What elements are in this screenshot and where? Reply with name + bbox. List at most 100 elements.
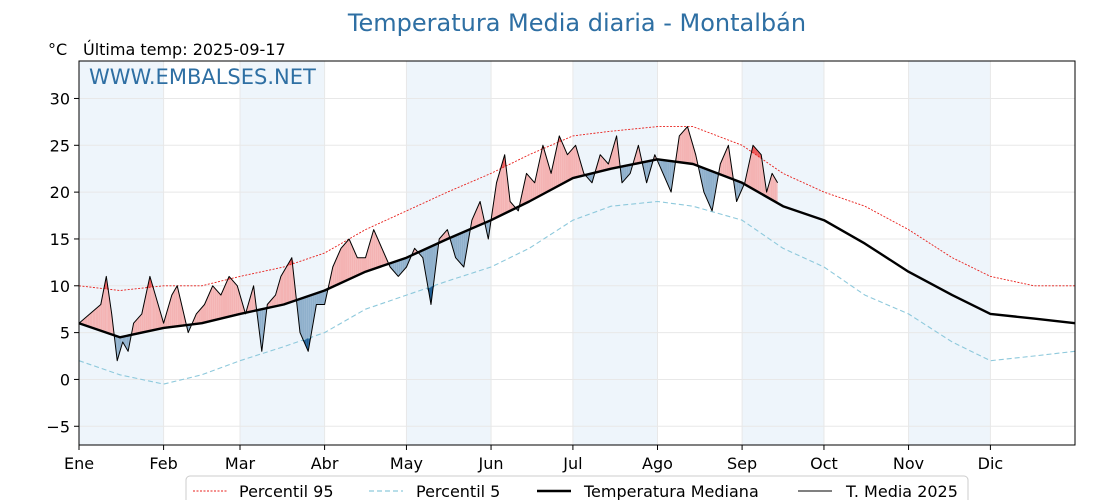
above-median-fill [279, 276, 281, 306]
above-median-fill [224, 281, 228, 318]
y-tick-label: 30 [50, 89, 70, 108]
below-median-fill [117, 336, 119, 361]
x-tick-label: Mar [225, 454, 256, 473]
above-median-fill [604, 159, 607, 171]
above-median-fill [504, 154, 507, 214]
above-median-fill [774, 178, 777, 203]
below-median-fill [402, 258, 405, 272]
above-median-fill [336, 253, 339, 285]
above-median-fill [95, 306, 99, 330]
above-median-fill [330, 267, 333, 288]
above-median-fill [218, 292, 221, 320]
above-median-fill [343, 243, 346, 283]
above-median-fill [171, 292, 174, 327]
above-median-fill [542, 145, 545, 195]
below-median-fill [406, 256, 409, 268]
above-median-fill [174, 288, 176, 327]
below-median-fill [312, 293, 315, 328]
below-median-fill [125, 335, 127, 349]
above-median-fill [92, 309, 96, 329]
above-median-fill [373, 229, 376, 269]
below-median-fill [322, 290, 325, 305]
legend-label-p95: Percentil 95 [239, 482, 334, 500]
above-median-fill [220, 290, 223, 319]
above-median-fill [147, 276, 150, 332]
below-median-fill [455, 234, 458, 261]
above-median-fill [349, 238, 352, 280]
month-band [239, 61, 325, 445]
above-median-fill [210, 285, 213, 322]
x-tick-label: Feb [149, 454, 177, 473]
above-median-fill [776, 180, 778, 204]
above-median-fill [231, 278, 234, 317]
above-median-fill [544, 152, 547, 194]
above-median-fill [502, 154, 505, 215]
below-median-fill [660, 159, 663, 174]
above-median-fill [280, 271, 284, 306]
below-median-fill [459, 232, 462, 265]
above-median-fill [100, 297, 103, 332]
below-median-fill [665, 160, 668, 183]
above-median-fill [636, 145, 639, 164]
last-temp-label: Última temp: 2025-09-17 [83, 40, 286, 59]
above-median-fill [496, 175, 499, 218]
above-median-fill [87, 313, 90, 327]
extreme-warm-fill [759, 152, 762, 159]
below-median-fill [736, 180, 739, 202]
above-median-fill [755, 147, 758, 192]
above-median-fill [98, 304, 101, 331]
x-tick-label: Jun [478, 454, 504, 473]
above-median-fill [471, 215, 474, 229]
above-median-fill [152, 285, 155, 331]
above-median-fill [347, 238, 350, 281]
above-median-fill [602, 157, 605, 171]
month-band [572, 61, 658, 445]
above-median-fill [561, 140, 564, 185]
y-axis: −5 0 5 10 15 20 25 30 [46, 89, 79, 436]
above-median-fill [579, 159, 582, 177]
below-median-fill [263, 308, 265, 340]
above-median-fill [338, 248, 341, 284]
above-median-fill [753, 145, 756, 191]
below-median-fill [300, 298, 303, 338]
above-median-fill [194, 313, 197, 325]
above-median-fill [559, 135, 562, 186]
above-median-fill [770, 173, 773, 200]
series-line-p5 [78, 200, 1076, 385]
above-median-fill [567, 152, 570, 181]
above-median-fill [726, 145, 729, 178]
above-median-fill [557, 135, 560, 187]
below-median-fill [644, 161, 647, 183]
above-median-fill [196, 311, 199, 324]
above-median-fill [480, 201, 483, 225]
above-median-fill [538, 154, 541, 197]
above-median-fill [759, 152, 762, 194]
above-median-fill [522, 182, 525, 205]
x-tick-label: Dic [978, 454, 1004, 473]
above-median-fill [371, 229, 374, 270]
above-median-fill [369, 236, 372, 271]
above-median-fill [286, 262, 290, 304]
above-median-fill [683, 128, 686, 164]
above-median-fill [273, 295, 276, 307]
above-median-fill [357, 257, 360, 276]
above-median-fill [693, 147, 696, 166]
above-median-fill [289, 257, 292, 303]
above-median-fill [237, 285, 240, 315]
above-median-fill [534, 173, 537, 199]
below-median-fill [304, 296, 307, 347]
above-median-fill [494, 182, 497, 219]
above-median-fill [229, 276, 232, 317]
above-median-fill [571, 147, 574, 179]
y-tick-label: 0 [60, 370, 70, 389]
below-median-fill [424, 248, 427, 282]
above-median-fill [681, 131, 684, 163]
above-median-fill [198, 309, 201, 324]
legend-label-p5: Percentil 5 [416, 482, 500, 500]
y-tick-label: 25 [50, 136, 70, 155]
below-median-fill [400, 259, 403, 275]
above-median-fill [569, 149, 572, 180]
above-median-fill [353, 248, 356, 278]
above-median-fill [476, 206, 479, 227]
